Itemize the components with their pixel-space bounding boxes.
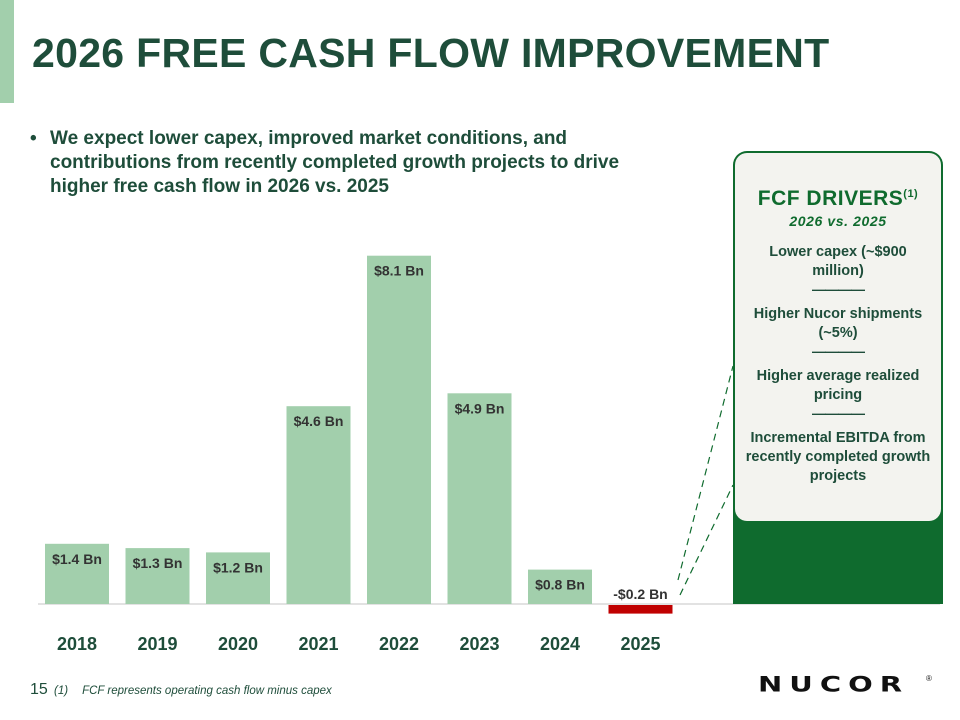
connector-dashed-line-upper: [677, 365, 734, 581]
x-tick-label-2023: 2023: [459, 634, 499, 654]
bar-value-label-2025: -$0.2 Bn: [613, 586, 667, 602]
bar-2020: [206, 552, 270, 604]
title-accent-bar: [0, 0, 14, 103]
bar-value-label-2023: $4.9 Bn: [455, 400, 505, 416]
x-tick-label-2024: 2024: [540, 634, 580, 654]
page-number: 15: [30, 681, 48, 698]
bar-2021: [286, 406, 351, 604]
drivers-title-footnote-ref: (1): [903, 188, 919, 200]
bar-value-label-2024: $0.8 Bn: [535, 577, 585, 593]
footnote-text: FCF represents operating cash flow minus…: [82, 685, 332, 697]
drivers-title-text: FCF DRIVERS: [757, 187, 904, 210]
x-tick-label-2019: 2019: [137, 634, 177, 654]
x-tick-label-2025: 2025: [620, 634, 660, 654]
drivers-subtitle: 2026 vs. 2025: [789, 213, 887, 229]
connector-dashed-line-lower: [679, 484, 734, 596]
fcf-drivers-card: FCF DRIVERS(1) 2026 vs. 2025 Lower capex…: [735, 153, 941, 521]
summary-bullet: • We expect lower capex, improved market…: [30, 127, 630, 199]
bar-2022: [367, 255, 431, 604]
page-title: 2026 FREE CASH FLOW IMPROVEMENT: [32, 30, 830, 76]
bar-2023: [447, 393, 512, 604]
driver-separator: ————: [812, 281, 865, 297]
bar-2019: [125, 548, 190, 604]
x-tick-label-2021: 2021: [298, 634, 338, 654]
bar-2018: [45, 543, 109, 604]
nucor-logo-registered-mark: ®: [926, 674, 932, 683]
bar-2025: [608, 605, 673, 614]
bullet-text: We expect lower capex, improved market c…: [50, 128, 620, 197]
bar-value-label-2018: $1.4 Bn: [52, 551, 102, 567]
footnote-marker: (1): [54, 685, 69, 697]
bar-value-label-2020: $1.2 Bn: [213, 559, 263, 575]
driver-item-higher-pricing: Higher average realized pricing: [756, 368, 920, 403]
bar-2024: [528, 569, 592, 604]
x-tick-label-2020: 2020: [218, 634, 258, 654]
driver-item-incremental-ebitda: Incremental EBITDA from recently complet…: [745, 430, 931, 484]
driver-item-higher-shipments: Higher Nucor shipments (~5%): [753, 306, 923, 341]
bullet-marker: •: [30, 128, 37, 149]
drivers-list: Lower capex (~$900 million) ———— Higher …: [735, 243, 941, 486]
drivers-title: FCF DRIVERS(1): [735, 187, 941, 211]
driver-separator: ————: [812, 343, 865, 359]
footnote: (1) FCF represents operating cash flow mi…: [54, 685, 332, 697]
x-tick-label-2018: 2018: [57, 634, 97, 654]
bar-value-label-2021: $4.6 Bn: [294, 413, 344, 429]
driver-item-lower-capex: Lower capex (~$900 million): [769, 244, 907, 279]
nucor-logo: NUCOR: [758, 672, 910, 697]
x-tick-label-2022: 2022: [379, 634, 419, 654]
driver-separator: ————: [812, 405, 865, 421]
bar-value-label-2019: $1.3 Bn: [133, 555, 183, 571]
bar-value-label-2022: $8.1 Bn: [374, 263, 424, 279]
